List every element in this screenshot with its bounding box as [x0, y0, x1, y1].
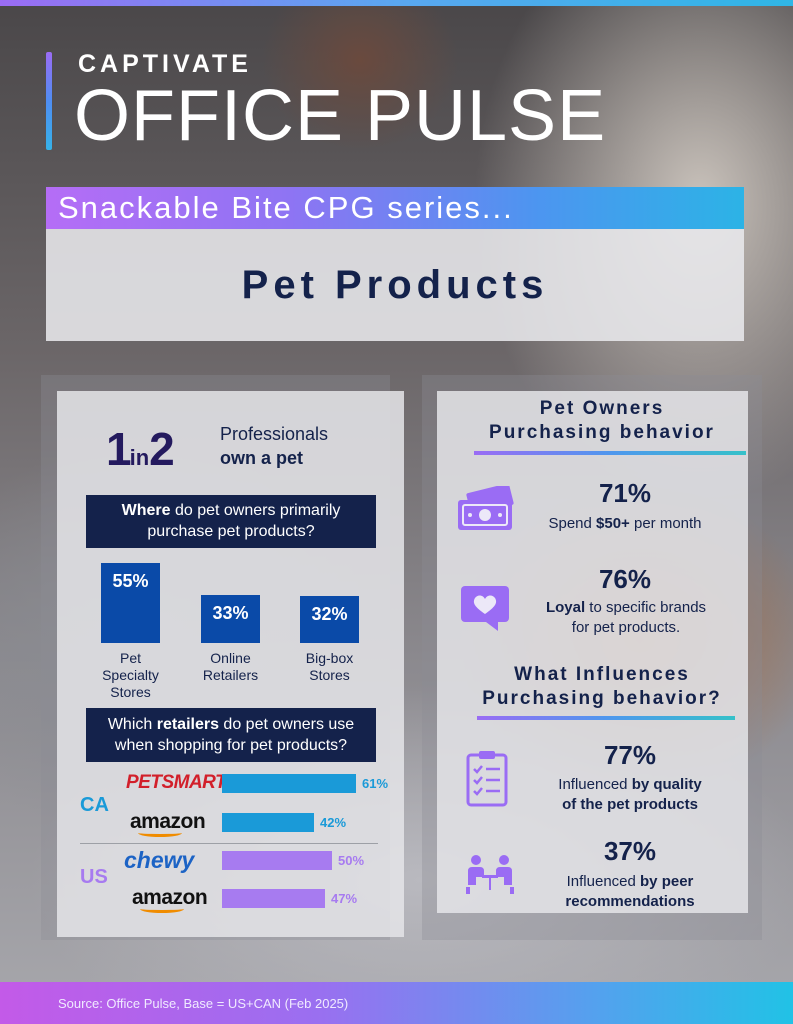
- amazon-logo-us: amazon: [132, 886, 208, 909]
- retailer-value: 42%: [320, 815, 347, 830]
- channel-bar: 32%: [300, 596, 359, 643]
- retailer-bar: [222, 889, 325, 908]
- question-retailers: Which retailers do pet owners use when s…: [86, 708, 376, 762]
- ratio-label-line2: own a pet: [220, 448, 304, 468]
- heading-underline: [474, 451, 746, 455]
- stat-quality-desc: Influenced by quality of the pet product…: [558, 776, 702, 813]
- ratio-stat: 1in2: [106, 423, 175, 475]
- stat-loyal-value: 76%: [598, 564, 652, 594]
- heart-speech-bubble-icon: [461, 586, 509, 631]
- retailer-value: 50%: [338, 853, 365, 868]
- topic-title: Pet Products: [46, 229, 744, 341]
- stat-quality-value: 77%: [603, 740, 657, 770]
- stat-peer-value: 37%: [603, 836, 657, 866]
- channel-label: Big-box Stores: [305, 650, 354, 683]
- country-label-us: US: [80, 866, 108, 888]
- left-panel: [57, 391, 404, 937]
- question-where: Where do pet owners primarily purchase p…: [86, 495, 376, 548]
- brand-name: CAPTIVATE: [78, 50, 252, 78]
- chewy-logo: chewy: [124, 847, 195, 873]
- amazon-smile-icon: [140, 905, 184, 913]
- checklist-clipboard-icon: [466, 751, 508, 807]
- money-icon: [458, 486, 514, 530]
- retailer-bar: [222, 851, 332, 870]
- stat-spend-value: 71%: [598, 478, 652, 508]
- ratio-label-line1: Professionals: [220, 424, 329, 444]
- channel-bar: 33%: [201, 595, 260, 643]
- top-gradient-strip: [0, 0, 793, 6]
- retailer-value: 47%: [331, 891, 358, 906]
- page-title: OFFICE PULSE: [74, 76, 607, 156]
- series-banner: Snackable Bite CPG series...: [46, 187, 744, 229]
- brand-accent-bar: [46, 52, 52, 150]
- petsmart-logo: PETSMART: [126, 772, 227, 793]
- section-heading-purchasing: Pet Owners Purchasing behavior: [489, 398, 715, 443]
- retailer-bar: [222, 774, 356, 793]
- channel-bar: 55%: [101, 563, 160, 643]
- stat-loyal-desc: Loyal to specific brands for pet product…: [545, 599, 707, 636]
- source-note: Source: Office Pulse, Base = US+CAN (Feb…: [58, 996, 349, 1011]
- heading-underline: [477, 716, 735, 720]
- country-label-ca: CA: [80, 794, 109, 816]
- right-panel: [437, 391, 748, 913]
- channel-label: Pet Specialty Stores: [102, 650, 159, 700]
- people-meeting-icon: [466, 855, 514, 894]
- channel-label: Online Retailers: [202, 650, 259, 683]
- retailer-bar: [222, 813, 314, 832]
- stat-peer-desc: Influenced by peer recommendations: [565, 873, 695, 910]
- amazon-logo-ca: amazon: [130, 810, 206, 833]
- country-divider: [80, 843, 378, 844]
- section-heading-influences: What Influences Purchasing behavior?: [482, 664, 722, 709]
- stat-spend-desc: Spend $50+ per month: [548, 515, 702, 532]
- amazon-smile-icon: [138, 829, 182, 837]
- footer-bar: [0, 982, 793, 1024]
- retailer-value: 61%: [362, 776, 389, 791]
